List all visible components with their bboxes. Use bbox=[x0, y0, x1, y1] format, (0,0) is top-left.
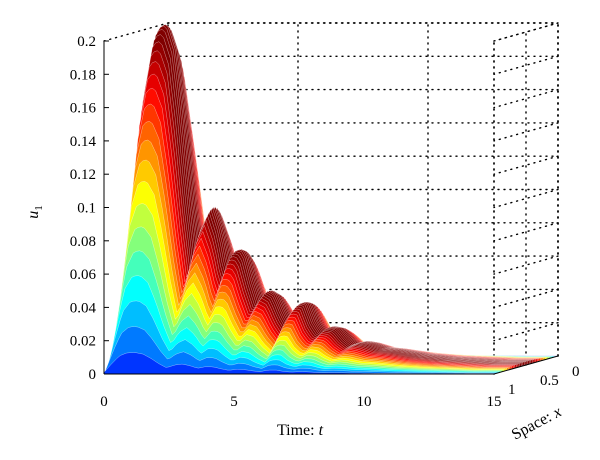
surface-slice bbox=[105, 326, 496, 374]
z-tick-label: 0.2 bbox=[77, 34, 96, 50]
z-tick-label: 0.14 bbox=[70, 134, 97, 150]
surface-slice bbox=[108, 275, 500, 373]
z-tick-label: 0.02 bbox=[70, 334, 96, 350]
z-tick-label: 0.18 bbox=[70, 67, 96, 83]
grid-line-z bbox=[167, 55, 559, 76]
x-axis-label: Time: t bbox=[277, 422, 324, 439]
grid-line-z bbox=[167, 122, 559, 142]
z-tick-label: 0 bbox=[89, 367, 97, 383]
z-tick-label: 0.12 bbox=[70, 167, 96, 183]
surface-plot bbox=[103, 24, 559, 375]
t-tick-label: 5 bbox=[230, 394, 238, 410]
z-tick-label: 0.04 bbox=[70, 300, 97, 316]
t-tick-label: 0 bbox=[100, 394, 108, 410]
grid-line-z bbox=[167, 255, 559, 275]
t-tick-label: 15 bbox=[487, 394, 502, 410]
grid-line-z bbox=[167, 22, 559, 42]
tick-labels: 0 0.02 0.04 0.06 0.08 0.1 0.12 0.14 0.16 0.18 0.2 0… bbox=[70, 34, 580, 410]
x-tick-label: 0.5 bbox=[540, 373, 559, 389]
z-tick-label: 0.08 bbox=[70, 234, 96, 250]
grid-line-z bbox=[167, 322, 559, 342]
grid-line-z bbox=[167, 88, 559, 109]
z-axis-label: u1 bbox=[25, 205, 45, 219]
x-tick-label: 0 bbox=[572, 364, 580, 380]
surface-slice bbox=[106, 300, 498, 374]
grid-lines bbox=[103, 22, 559, 375]
z-tick-label: 0.06 bbox=[70, 267, 97, 283]
z-tick-label: 0.1 bbox=[77, 201, 96, 217]
t-tick-label: 10 bbox=[357, 394, 372, 410]
z-tick-label: 0.16 bbox=[70, 101, 97, 117]
x-axis-line bbox=[493, 355, 559, 375]
grid-line-z bbox=[167, 188, 559, 209]
x-tick-label: 1 bbox=[508, 382, 516, 398]
grid-line-z bbox=[167, 155, 559, 175]
y-axis-label: Space: x bbox=[509, 403, 564, 443]
